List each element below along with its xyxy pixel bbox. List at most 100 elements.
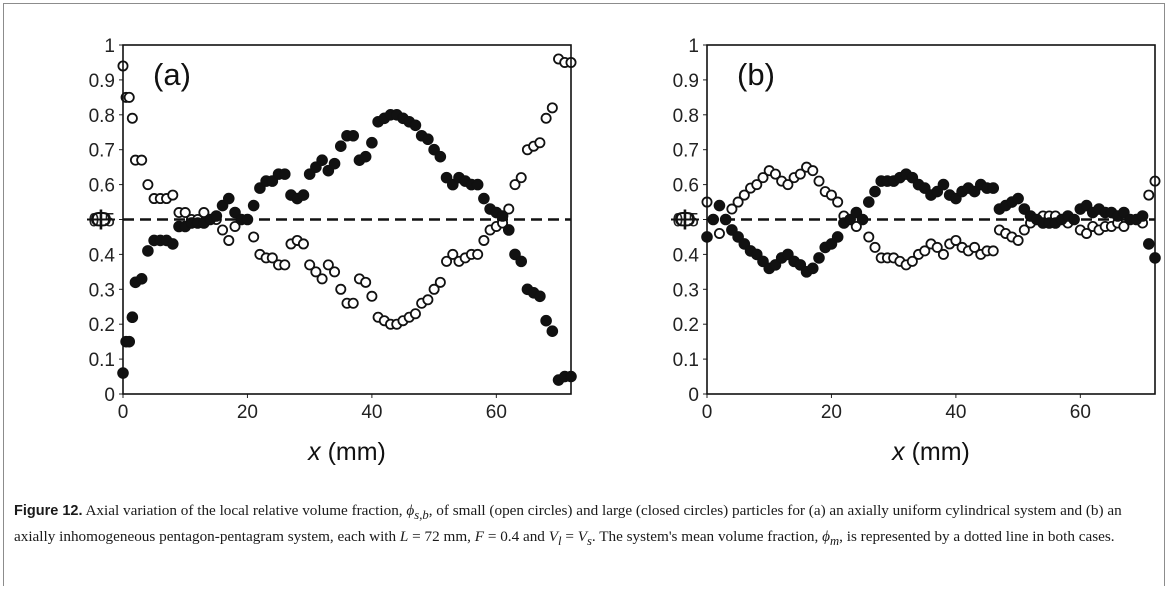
y-tick-label: 1	[688, 36, 699, 57]
open-circle-point	[937, 248, 949, 260]
open-circle-point	[1143, 189, 1155, 201]
y-tick-label: 0.2	[673, 315, 699, 336]
caption-label: Figure 12.	[14, 503, 83, 519]
open-circle-point	[987, 245, 999, 257]
y-tick-label: 0.9	[89, 71, 115, 92]
panel-label: (a)	[153, 57, 191, 92]
filled-circle-point	[813, 252, 825, 264]
open-circle-point	[316, 273, 328, 285]
x-tick-label: 20	[821, 402, 842, 423]
y-tick-label: 0.3	[673, 280, 699, 301]
open-circle-point	[229, 220, 241, 232]
plot-area-border	[122, 44, 572, 395]
filled-circle-point	[316, 154, 328, 166]
filled-circle-point	[502, 224, 515, 236]
open-circle-point	[534, 137, 546, 149]
filled-circle-point	[210, 210, 223, 222]
open-circle-point	[126, 112, 138, 124]
filled-circle-point	[359, 150, 372, 163]
x-tick-label: 20	[237, 402, 258, 423]
y-tick-label: 0.5	[89, 211, 115, 232]
open-circle-point	[428, 283, 440, 295]
open-circle-point	[248, 231, 260, 243]
open-circle-point	[1081, 227, 1093, 239]
open-circle-point	[304, 259, 316, 271]
open-circle-point	[906, 255, 918, 267]
open-circle-point	[472, 248, 484, 260]
y-tick-label: 0.8	[673, 106, 699, 127]
filled-circle-point	[123, 335, 136, 348]
panel-label: (b)	[737, 57, 775, 92]
filled-circle-point	[831, 231, 844, 243]
filled-circle-point	[937, 178, 950, 191]
filled-circle-point	[366, 136, 378, 149]
filled-circle-point	[534, 290, 546, 303]
open-circle-point	[447, 248, 459, 260]
filled-circle-point	[806, 262, 819, 275]
y-tick-label: 0.7	[673, 141, 699, 162]
filled-circle-point	[546, 325, 559, 337]
open-circle-point	[726, 203, 738, 215]
open-circle-point	[732, 196, 744, 208]
filled-circle-point	[328, 157, 341, 170]
y-tick-label: 0.6	[673, 176, 699, 197]
open-circle-point	[1118, 220, 1130, 232]
open-circle-point	[360, 276, 372, 288]
open-circle-point	[503, 203, 515, 215]
filled-circle-point	[297, 189, 310, 201]
filled-circle-point	[719, 213, 732, 226]
x-tick-label: 60	[1070, 402, 1091, 423]
y-tick-label: 0.1	[673, 350, 699, 371]
open-circle-point	[297, 238, 309, 250]
filled-circle-point	[540, 314, 552, 327]
filled-circle-point	[1136, 210, 1149, 222]
x-axis-label: x (mm)	[307, 438, 386, 466]
open-circle-point	[310, 266, 322, 278]
open-circle-point	[347, 297, 359, 309]
y-tick-label: 0.5	[673, 211, 699, 232]
y-tick-label: 0	[104, 385, 115, 406]
filled-circle-point	[707, 213, 720, 226]
open-circle-point	[366, 290, 378, 302]
open-circle-point	[123, 91, 135, 103]
y-tick-label: 0.4	[89, 245, 116, 266]
open-circle-point	[279, 259, 291, 271]
filled-circle-point	[142, 245, 154, 257]
x-tick-label: 60	[486, 402, 507, 423]
open-circle-point	[217, 224, 229, 236]
open-circle-point	[335, 283, 347, 295]
plot-area-border	[706, 44, 1156, 395]
open-circle-point	[1012, 234, 1024, 246]
filled-circle-point	[856, 213, 869, 226]
open-circle-point	[969, 241, 981, 253]
open-circle-point	[807, 165, 819, 177]
x-tick-label: 40	[945, 402, 966, 423]
figure-caption: Figure 12. Axial variation of the local …	[14, 502, 1122, 549]
filled-circle-point	[1068, 213, 1080, 226]
filled-circle-point	[334, 140, 347, 153]
y-tick-label: 0.7	[89, 141, 115, 162]
y-tick-label: 0	[688, 385, 699, 406]
chart-panel-a: 00.10.20.30.40.50.60.70.80.910 20 40 60(a)Φ…	[87, 36, 577, 466]
filled-circle-point	[869, 185, 881, 198]
open-circle-point	[223, 234, 235, 246]
open-circle-point	[515, 172, 527, 184]
open-circle-point	[794, 168, 806, 180]
filled-circle-point	[515, 255, 528, 268]
open-circle-point	[769, 168, 781, 180]
open-circle-point	[329, 266, 341, 278]
y-tick-label: 0.3	[89, 280, 115, 301]
open-circle-point	[266, 252, 278, 264]
y-tick-label: 0.6	[89, 176, 115, 197]
open-circle-point	[863, 231, 875, 243]
y-tick-label: 0.9	[673, 71, 699, 92]
y-tick-label: 0.4	[673, 245, 700, 266]
open-circle-point	[832, 196, 844, 208]
open-circle-point	[813, 175, 825, 187]
filled-circle-point	[434, 150, 447, 163]
open-circle-point	[167, 189, 179, 201]
open-circle-point	[179, 207, 191, 219]
open-circle-point	[434, 276, 446, 288]
open-circle-point	[142, 179, 154, 191]
open-circle-point	[540, 112, 552, 124]
